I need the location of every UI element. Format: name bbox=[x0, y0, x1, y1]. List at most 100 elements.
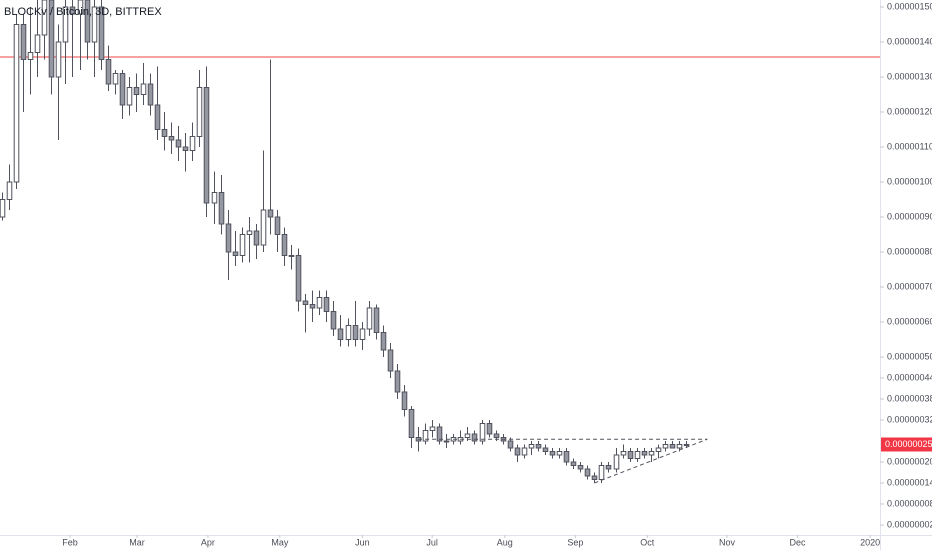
x-tick-label: Aug bbox=[497, 537, 513, 547]
candle-body bbox=[507, 440, 514, 449]
last-price-label: 0.00000025 bbox=[885, 439, 932, 449]
candle-body bbox=[641, 450, 648, 456]
candle-body bbox=[528, 443, 535, 449]
candle-body bbox=[260, 209, 267, 246]
candle-body bbox=[683, 443, 690, 446]
candle-body bbox=[98, 6, 105, 60]
candle-body bbox=[436, 426, 443, 442]
candle-body bbox=[112, 72, 119, 85]
candle-body bbox=[493, 433, 500, 438]
x-tick-label: Jul bbox=[426, 537, 438, 547]
candle-body bbox=[253, 230, 260, 246]
candle-body bbox=[464, 433, 471, 438]
candle-body bbox=[182, 146, 189, 151]
candle-body bbox=[239, 233, 246, 256]
x-tick-label: Jun bbox=[355, 537, 370, 547]
candle-body bbox=[13, 23, 20, 183]
x-tick-label: Feb bbox=[62, 537, 78, 547]
y-tick-label: 0.00000014 bbox=[887, 477, 932, 487]
candle-body bbox=[267, 209, 274, 218]
candle-body bbox=[380, 331, 387, 351]
candle-body bbox=[330, 310, 337, 330]
candle-body bbox=[203, 86, 210, 204]
candle-body bbox=[542, 447, 549, 452]
candle-body bbox=[41, 0, 48, 36]
candle-body bbox=[77, 0, 84, 15]
candle-body bbox=[55, 41, 62, 78]
candle-body bbox=[281, 233, 288, 256]
candle-body bbox=[366, 307, 373, 330]
candle-body bbox=[119, 72, 126, 106]
candle-body bbox=[225, 223, 232, 253]
candle-body bbox=[0, 198, 6, 218]
candle-body bbox=[422, 429, 429, 442]
candle-body bbox=[613, 454, 620, 470]
candle-body bbox=[401, 391, 408, 410]
y-tick-label: 0.00000050 bbox=[887, 351, 932, 361]
y-tick-label: 0.00000020 bbox=[887, 456, 932, 466]
candle-body bbox=[84, 0, 91, 43]
candle-body bbox=[394, 370, 401, 393]
candle-body bbox=[479, 422, 486, 442]
candle-body bbox=[345, 324, 352, 340]
candle-body bbox=[34, 34, 41, 53]
y-tick-label: 0.00000070 bbox=[887, 281, 932, 291]
candle-body bbox=[6, 181, 13, 200]
candle-body bbox=[556, 450, 563, 456]
y-tick-label: 0.00000100 bbox=[887, 176, 932, 186]
candle-body bbox=[549, 450, 556, 456]
candle-body bbox=[316, 296, 323, 309]
y-tick-label: 0.00000130 bbox=[887, 71, 932, 81]
candle-body bbox=[634, 450, 641, 459]
y-tick-label: 0.00000110 bbox=[887, 141, 932, 151]
x-tick-label: Sep bbox=[567, 537, 583, 547]
y-tick-label: 0.00000044 bbox=[887, 372, 932, 382]
x-tick-label: Mar bbox=[129, 537, 145, 547]
x-tick-label: 2020 bbox=[860, 537, 880, 547]
candle-body bbox=[274, 216, 281, 235]
candle-body bbox=[570, 461, 577, 466]
candle-body bbox=[676, 443, 683, 449]
candle-body bbox=[521, 447, 528, 456]
candle-body bbox=[126, 86, 133, 106]
candle-body bbox=[196, 86, 203, 137]
candle-body bbox=[323, 296, 330, 312]
y-tick-label: 0.00000008 bbox=[887, 498, 932, 508]
candle-body bbox=[429, 426, 436, 431]
candle-body bbox=[309, 303, 316, 309]
candle-body bbox=[563, 450, 570, 463]
candle-body bbox=[577, 464, 584, 470]
candle-body bbox=[232, 251, 239, 256]
candle-body bbox=[535, 443, 542, 449]
candle-body bbox=[591, 475, 598, 480]
candle-body bbox=[359, 328, 366, 340]
candle-body bbox=[514, 447, 521, 456]
candle-body bbox=[443, 440, 450, 443]
candle-body bbox=[154, 104, 161, 130]
candle-body bbox=[175, 139, 182, 148]
candle-body bbox=[620, 450, 627, 456]
x-tick-label: Dec bbox=[789, 537, 806, 547]
candle-body bbox=[295, 254, 302, 302]
candle-body bbox=[91, 6, 98, 43]
candle-body bbox=[69, 6, 76, 15]
candle-body bbox=[189, 135, 196, 151]
x-tick-label: Nov bbox=[719, 537, 736, 547]
candle-body bbox=[288, 254, 295, 257]
candle-body bbox=[408, 408, 415, 438]
candle-body bbox=[627, 450, 634, 459]
y-tick-label: 0.00000140 bbox=[887, 36, 932, 46]
candle-body bbox=[471, 433, 478, 442]
candle-body bbox=[20, 23, 27, 60]
plot bbox=[0, 0, 880, 484]
candle-body bbox=[337, 328, 344, 340]
candle-body bbox=[27, 51, 34, 60]
candle-body bbox=[373, 307, 380, 333]
candle-body bbox=[486, 422, 493, 435]
candle-body bbox=[352, 324, 359, 340]
candle-body bbox=[605, 464, 612, 470]
candle-body bbox=[161, 128, 168, 137]
